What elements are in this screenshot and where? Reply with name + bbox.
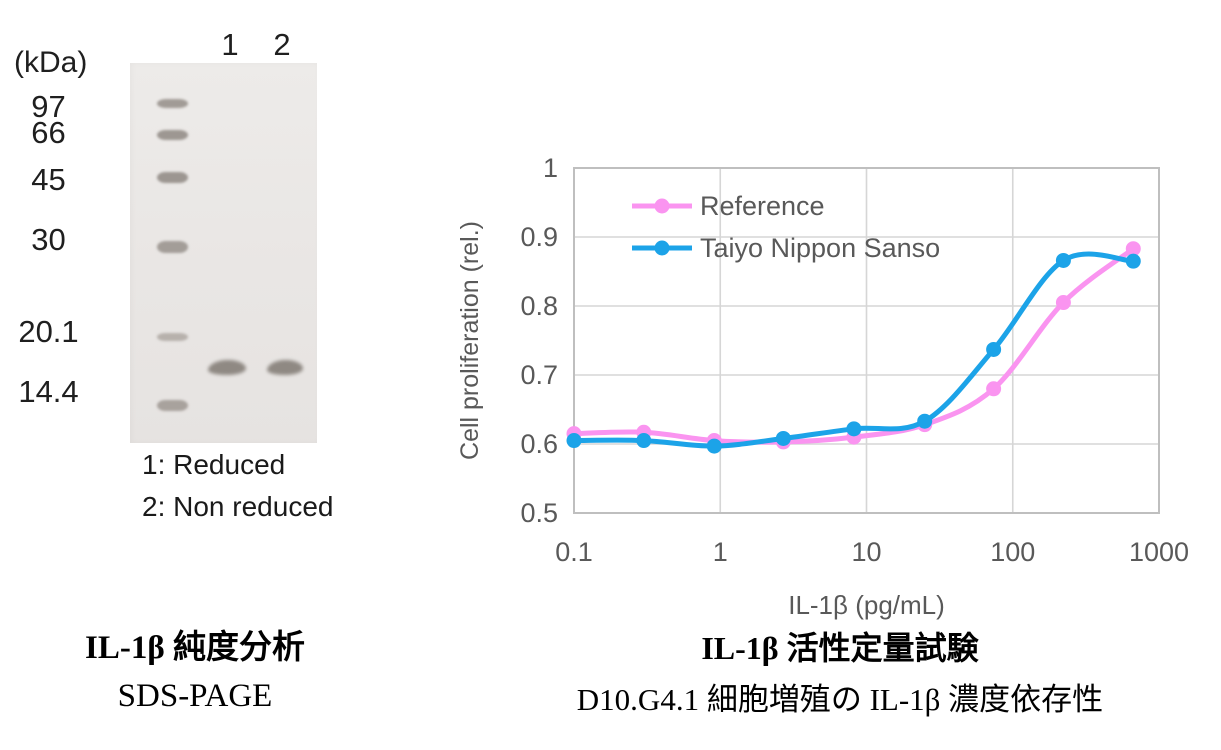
data-point-reference — [1055, 295, 1071, 311]
y-tick-label: 0.7 — [520, 360, 558, 390]
ladder-band — [157, 241, 188, 253]
ladder-band — [157, 399, 188, 411]
gel-caption-subtitle: SDS-PAGE — [117, 678, 273, 714]
dose-response-chart-svg: Reference Taiyo Nippon Sanso 1 0.9 0.8 0.7 0.6… — [456, 153, 1189, 620]
series-line-reference — [571, 246, 1136, 445]
x-tick-label: 10 — [851, 537, 881, 567]
kda-marker-label: 66 — [31, 115, 66, 150]
x-axis-title: IL-1β (pg/mL) — [788, 590, 945, 620]
sample-band — [207, 359, 247, 376]
y-tick-label: 0.5 — [520, 498, 558, 528]
kda-marker-label: 30 — [31, 222, 66, 257]
chart-caption-title: IL-1β 活性定量試験 — [701, 630, 979, 666]
data-point-reference — [986, 381, 1002, 397]
data-point-taiyo-nippon-sanso — [636, 433, 652, 449]
kda-marker-label: 97 — [31, 89, 66, 124]
ladder-band — [157, 98, 188, 108]
gel-image — [130, 63, 317, 443]
kda-units-label: (kDa) — [14, 46, 88, 79]
legend-label: Reference — [700, 191, 825, 221]
legend-label: Taiyo Nippon Sanso — [700, 233, 940, 263]
x-tick-label: 0.1 — [555, 537, 593, 567]
gel-caption-title: IL-1β 純度分析 — [85, 630, 305, 666]
kda-marker-label: 14.4 — [18, 374, 79, 409]
data-point-taiyo-nippon-sanso — [986, 341, 1002, 357]
gel-caption: IL-1β 純度分析 SDS-PAGE — [20, 628, 370, 716]
chart-caption: IL-1β 活性定量試験 D10.G4.1 細胞増殖の IL-1β 濃度依存性 — [470, 628, 1210, 720]
lane-legend-line: 1: Reduced — [142, 449, 286, 480]
ladder-band — [157, 130, 188, 140]
chart-caption-subtitle: D10.G4.1 細胞増殖の IL-1β 濃度依存性 — [576, 682, 1104, 717]
plot-border — [573, 167, 1160, 514]
legend-marker — [654, 198, 670, 214]
data-point-taiyo-nippon-sanso — [1125, 253, 1141, 269]
kda-marker-label: 20.1 — [18, 314, 79, 349]
x-tick-label: 100 — [990, 537, 1035, 567]
legend-marker — [654, 240, 670, 256]
lane-legend-line: 2: Non reduced — [142, 491, 334, 522]
data-point-reference — [1125, 241, 1141, 257]
kda-marker-label: 45 — [31, 162, 66, 197]
ladder-band — [157, 171, 188, 183]
lane-number-label: 1 — [221, 27, 239, 62]
data-point-taiyo-nippon-sanso — [706, 438, 722, 454]
y-tick-label: 0.6 — [520, 429, 558, 459]
series-line-taiyo-nippon-sanso — [571, 251, 1136, 449]
x-tick-label: 1 — [713, 537, 728, 567]
y-tick-label: 0.9 — [520, 222, 558, 252]
sample-band — [266, 359, 304, 376]
lane-number-label: 2 — [273, 27, 291, 62]
data-point-taiyo-nippon-sanso — [566, 433, 582, 449]
data-point-taiyo-nippon-sanso — [917, 413, 933, 429]
x-tick-label: 1000 — [1129, 537, 1189, 567]
y-tick-label: 1 — [543, 153, 558, 183]
y-axis-title: Cell proliferation (rel.) — [456, 221, 484, 460]
data-point-taiyo-nippon-sanso — [775, 430, 791, 446]
data-point-taiyo-nippon-sanso — [846, 421, 862, 437]
dose-response-chart: Reference Taiyo Nippon Sanso 1 0.9 0.8 0.7 0.6… — [440, 140, 1221, 620]
ladder-band — [157, 333, 188, 341]
y-tick-label: 0.8 — [520, 291, 558, 321]
data-point-taiyo-nippon-sanso — [1055, 252, 1071, 268]
